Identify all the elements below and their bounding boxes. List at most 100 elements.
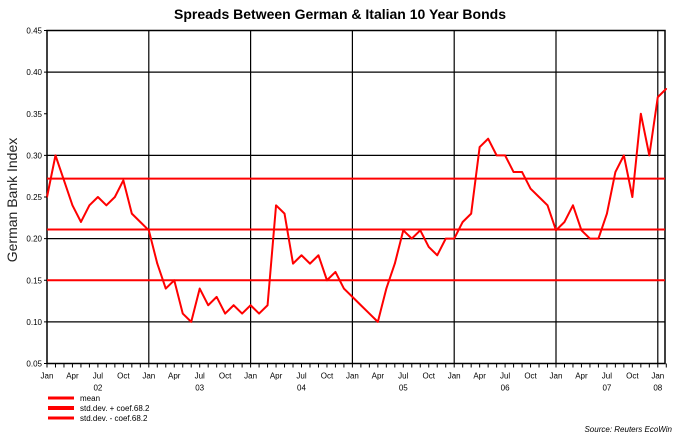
x-month-label: Jul <box>602 372 612 381</box>
data-point <box>164 287 167 290</box>
x-month-label: Jan <box>142 372 155 381</box>
y-tick-label: 0.15 <box>26 276 42 285</box>
data-point <box>300 254 303 257</box>
x-month-label: Jan <box>244 372 257 381</box>
x-month-label: Oct <box>117 372 130 381</box>
data-point <box>283 212 286 215</box>
data-point <box>249 304 252 307</box>
data-point <box>648 154 651 157</box>
data-point <box>258 312 260 315</box>
legend-label: mean <box>80 394 100 403</box>
x-month-label: Apr <box>270 372 283 381</box>
data-point <box>114 196 116 198</box>
data-point <box>546 204 549 207</box>
x-month-label: Oct <box>219 372 232 381</box>
x-month-label: Oct <box>524 372 537 381</box>
chart-title: Spreads Between German & Italian 10 Year… <box>174 6 506 22</box>
y-axis-label: German Bank Index <box>4 138 20 263</box>
data-point <box>215 296 218 298</box>
data-point <box>275 204 277 207</box>
data-point <box>334 271 337 273</box>
data-point <box>360 304 362 307</box>
data-point <box>351 296 354 298</box>
data-point <box>487 137 489 140</box>
x-year-label: 08 <box>653 384 662 393</box>
data-point <box>640 112 642 115</box>
x-month-label: Jul <box>93 372 103 381</box>
data-point <box>385 287 388 290</box>
data-point <box>563 221 566 223</box>
x-month-label: Jan <box>346 372 359 381</box>
x-month-label: Jan <box>550 372 563 381</box>
x-year-label: 04 <box>297 384 306 393</box>
legend-label: std.dev. + coef.68.2 <box>80 404 150 413</box>
data-point <box>623 154 625 157</box>
data-point <box>232 304 235 307</box>
x-month-label: Apr <box>575 372 588 381</box>
x-month-label: Jan <box>651 372 664 381</box>
data-point <box>156 262 159 265</box>
data-point <box>495 154 498 157</box>
data-point <box>292 262 294 265</box>
y-tick-label: 0.45 <box>26 27 42 36</box>
data-point <box>606 212 608 215</box>
data-point <box>410 237 413 240</box>
x-year-label: 07 <box>602 384 611 393</box>
data-point <box>665 87 668 90</box>
data-point <box>97 196 99 198</box>
data-point <box>343 287 345 290</box>
x-month-label: Jan <box>41 372 54 381</box>
data-point <box>80 221 82 223</box>
data-point <box>521 171 523 173</box>
data-point <box>317 254 320 257</box>
y-tick-label: 0.20 <box>26 235 42 244</box>
data-point <box>529 187 532 190</box>
data-point <box>512 171 515 173</box>
x-month-label: Jul <box>195 372 205 381</box>
data-point <box>538 196 540 198</box>
x-month-label: Jan <box>448 372 461 381</box>
data-point <box>631 196 634 198</box>
data-point <box>131 212 133 215</box>
data-point <box>88 204 91 207</box>
data-point <box>139 221 142 223</box>
data-point <box>453 237 456 240</box>
plot-frame <box>46 29 666 365</box>
y-tick-label: 0.25 <box>26 193 42 202</box>
x-month-label: Oct <box>321 372 334 381</box>
data-point <box>377 321 379 323</box>
data-point <box>436 254 439 257</box>
x-month-label: Apr <box>66 372 79 381</box>
data-point <box>181 312 184 315</box>
data-point <box>207 304 209 307</box>
x-month-label: Jul <box>296 372 306 381</box>
y-tick-label: 0.30 <box>26 151 42 160</box>
series-spread <box>46 88 667 323</box>
data-point <box>368 312 371 315</box>
data-point <box>266 304 269 307</box>
data-point <box>71 204 74 207</box>
data-point <box>394 262 396 265</box>
x-month-label: Apr <box>473 372 486 381</box>
data-point <box>478 146 481 148</box>
data-point <box>504 154 506 157</box>
x-month-label: Oct <box>423 372 436 381</box>
data-point <box>190 321 193 323</box>
x-month-label: Jul <box>398 372 408 381</box>
data-point <box>63 179 65 182</box>
data-point <box>444 237 447 240</box>
data-point <box>241 312 243 315</box>
data-point <box>657 96 659 98</box>
data-point <box>427 246 430 248</box>
x-year-label: 06 <box>501 384 510 393</box>
data-point <box>461 221 464 223</box>
source-note: Source: Reuters EcoWin <box>584 425 672 434</box>
y-tick-label: 0.35 <box>26 110 42 119</box>
data-point <box>224 312 226 315</box>
x-year-label: 05 <box>399 384 408 393</box>
y-tick-label: 0.40 <box>26 68 42 77</box>
x-month-label: Apr <box>372 372 385 381</box>
x-year-label: 02 <box>93 384 102 393</box>
data-point <box>572 204 574 207</box>
